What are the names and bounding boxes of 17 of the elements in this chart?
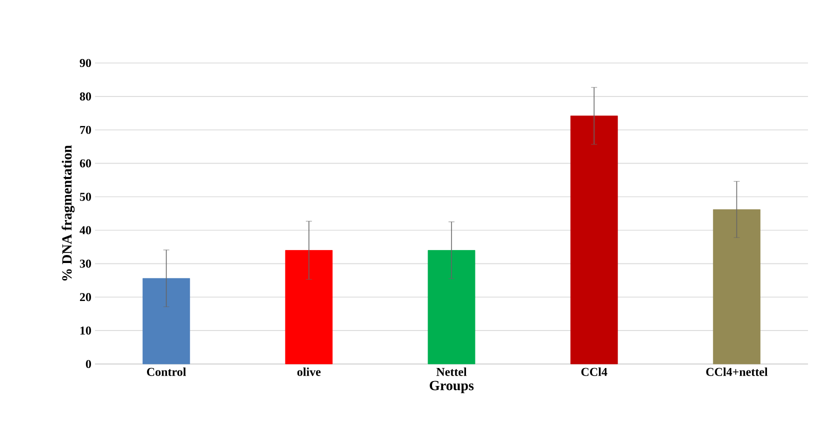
x-tick-label: Control [146, 368, 186, 376]
x-tick-label: CCl4 [581, 368, 608, 376]
x-tick-label: Nettel [436, 368, 467, 376]
y-tick-label: 20 [80, 293, 92, 302]
y-tick-label: 30 [80, 260, 92, 268]
x-axis-title: Groups [430, 380, 474, 394]
y-tick-label: 90 [80, 58, 92, 68]
y-axis-title: % DNA fragmentation [62, 145, 75, 280]
y-tick-label: 40 [80, 226, 92, 234]
y-tick-label: 0 [86, 360, 92, 368]
y-tick-label: 60 [80, 159, 92, 168]
y-tick-label: 80 [80, 92, 92, 100]
y-tick-label: 50 [80, 192, 92, 201]
y-tick-label: 10 [80, 326, 92, 335]
x-tick-label: olive [297, 368, 321, 376]
y-tick-label: 70 [80, 126, 92, 134]
x-tick-label: CCl4+nettel [706, 368, 768, 376]
